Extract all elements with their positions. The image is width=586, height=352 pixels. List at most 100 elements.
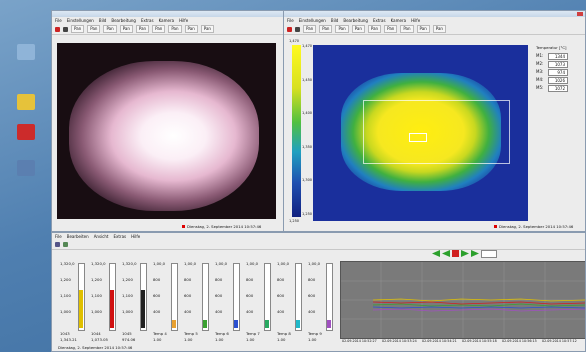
channel-bar <box>264 263 271 331</box>
channel-column[interactable]: 1,00,0 800 600 400 Temp 8 1.00 <box>277 261 305 345</box>
menu-item[interactable]: Extras <box>113 234 127 239</box>
open-icon[interactable] <box>55 242 60 247</box>
record-icon[interactable] <box>55 26 60 32</box>
desktop-shortcut-3[interactable] <box>6 124 46 142</box>
view-tab[interactable]: Pan <box>103 25 117 33</box>
view-tab[interactable]: Pan <box>319 25 333 33</box>
speed-field[interactable] <box>481 250 497 258</box>
view-tab[interactable]: Pan <box>335 25 349 33</box>
view-tab[interactable]: Pan <box>367 25 382 33</box>
settings-icon[interactable] <box>63 26 68 32</box>
menu-item[interactable]: Einstellungen <box>298 18 326 23</box>
channel-axis-label: 1,100 <box>122 293 133 298</box>
view-tab[interactable]: Pan <box>303 25 317 33</box>
menu-item[interactable]: Extras <box>140 18 154 23</box>
measure-roi-outer[interactable] <box>363 100 510 164</box>
window-titlebar[interactable] <box>284 11 585 17</box>
channel-axis-label: 800 <box>277 277 285 282</box>
channel-bar-fill <box>265 320 269 328</box>
channel-column[interactable]: 1,00,0 800 600 400 Temp 7 1.00 <box>246 261 274 345</box>
channel-column[interactable]: 1,00,0 800 600 400 Temp 4 1.00 <box>153 261 181 345</box>
menu-item[interactable]: Ansicht <box>93 234 109 239</box>
channel-column[interactable]: 1,00,0 800 600 400 Temp 9 1.00 <box>308 261 336 345</box>
measurement-value: 974 <box>548 69 568 76</box>
channel-column[interactable]: 1,320,0 1,200 1,100 1,000 1044 1,073.05 <box>91 261 119 345</box>
measurement-label: M3: <box>536 69 544 74</box>
view-tab[interactable]: Pan <box>416 25 430 33</box>
time-label: 02.09.2014 10:52:27 <box>342 339 377 343</box>
menu-item[interactable]: File <box>287 18 294 23</box>
channel-axis-label: 600 <box>277 293 285 298</box>
channel-axis-label: 800 <box>215 277 223 282</box>
menu-bar: File Bearbeiten Ansicht Extras Hilfe <box>52 233 585 240</box>
menu-item[interactable]: Bearbeiten <box>66 234 89 239</box>
window-titlebar[interactable] <box>52 11 283 17</box>
menu-item[interactable]: Bearbeitung <box>343 18 368 23</box>
channel-axis-label: 800 <box>184 277 192 282</box>
menu-item[interactable]: Einstellungen <box>66 18 94 23</box>
menu-item[interactable]: Bearbeitung <box>111 18 136 23</box>
view-tab[interactable]: Pan <box>432 25 446 33</box>
channel-bar-fill <box>327 320 331 328</box>
stop-icon[interactable] <box>452 250 459 257</box>
view-tab[interactable]: Pan <box>351 25 365 33</box>
menu-item[interactable]: File <box>55 234 62 239</box>
menu-item[interactable]: Bild <box>98 18 107 23</box>
channel-axis-label: 1,100 <box>91 293 102 298</box>
record-icon[interactable] <box>287 26 292 32</box>
view-tab[interactable]: Pan <box>87 25 101 33</box>
menu-item[interactable]: Bild <box>330 18 339 23</box>
measure-roi-center[interactable] <box>409 133 427 142</box>
channel-value: 1.00 <box>153 337 162 342</box>
channel-column[interactable]: 1,320,0 1,200 1,100 1,000 1045 974.06 <box>122 261 150 345</box>
channel-axis-label: 800 <box>308 277 316 282</box>
channel-axis-label: 1,000 <box>122 309 133 314</box>
channel-column[interactable]: 1,320,0 1,200 1,100 1,000 1043 1,343.21 <box>60 261 88 345</box>
menu-bar: File Einstellungen Bild Bearbeitung Extras Ka… <box>284 17 585 24</box>
app-icon <box>17 124 35 140</box>
view-tab[interactable]: Pan <box>400 25 414 33</box>
view-tab[interactable]: Pan <box>184 25 198 33</box>
desktop-shortcut-4[interactable] <box>6 160 46 178</box>
menu-item[interactable]: File <box>55 18 62 23</box>
view-tab[interactable]: Pan <box>119 25 133 33</box>
scale-tick-label: 1,300 <box>302 178 313 183</box>
view-tab[interactable]: Pan <box>200 25 214 33</box>
channel-top-value: 1,00,0 <box>153 261 166 266</box>
back-icon[interactable] <box>442 250 450 257</box>
scale-tick-label: 1,350 <box>302 144 313 149</box>
trend-plot <box>340 261 585 339</box>
view-tab[interactable]: Pan <box>135 25 150 33</box>
channel-column[interactable]: 1,00,0 800 600 400 Temp 5 1.00 <box>184 261 212 345</box>
measurement-value: 1344 <box>548 53 568 60</box>
forward-icon[interactable] <box>471 250 479 257</box>
menu-item[interactable]: Hilfe <box>131 234 141 239</box>
close-icon[interactable] <box>577 12 583 16</box>
play-icon[interactable] <box>461 250 469 257</box>
channel-name: Temp 4 <box>153 331 167 336</box>
scale-bottom-label: 1,250 <box>289 219 300 223</box>
channel-value: 1.00 <box>246 337 255 342</box>
view-tab[interactable]: Pan <box>71 25 85 33</box>
menu-item[interactable]: Hilfe <box>179 18 189 23</box>
save-icon[interactable] <box>63 242 68 247</box>
menu-item[interactable]: Kamera <box>158 18 175 23</box>
channel-column[interactable]: 1,00,0 800 600 400 Temp 6 1.00 <box>215 261 243 345</box>
scale-tick-label: 1,470 <box>302 44 313 48</box>
menu-item[interactable]: Hilfe <box>411 18 421 23</box>
menu-item[interactable]: Extras <box>372 18 386 23</box>
desktop-shortcut-1[interactable] <box>6 44 46 62</box>
time-label: 02.09.2014 10:56:15 <box>502 339 537 343</box>
view-tab[interactable]: Pan <box>384 25 398 33</box>
view-tab[interactable]: Pan <box>168 25 182 33</box>
channel-name: Temp 9 <box>308 331 322 336</box>
channel-value: 1.00 <box>215 337 224 342</box>
view-tab[interactable]: Pan <box>152 25 166 33</box>
rewind-icon[interactable] <box>432 250 440 257</box>
trend-line-green <box>372 303 585 307</box>
desktop-shortcut-2[interactable] <box>6 94 46 112</box>
channel-value: 1.00 <box>277 337 286 342</box>
settings-icon[interactable] <box>295 26 300 32</box>
measurement-row: M2: 1073 <box>536 61 584 68</box>
menu-item[interactable]: Kamera <box>390 18 407 23</box>
